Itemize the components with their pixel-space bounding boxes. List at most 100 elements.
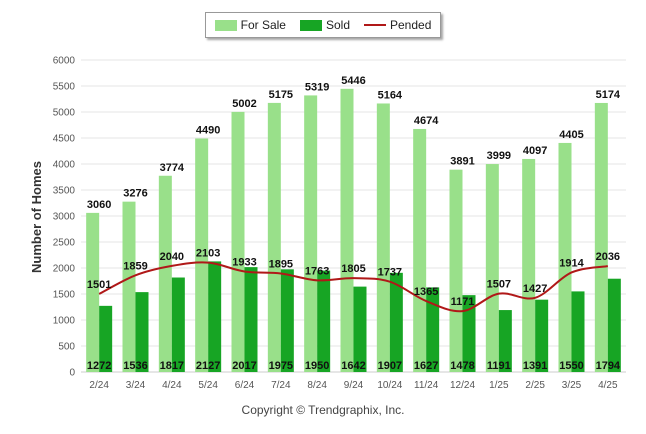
bar-sold [462,295,476,372]
label-sold: 1794 [596,360,621,372]
y-axis-ticks: 0 500 1000 1500 2000 2500 3000 3500 4000 4500 5000… [53,56,76,379]
bar-for-sale [304,95,318,373]
legend-item-sold[interactable]: Sold [299,18,350,32]
bar-for-sale [122,201,136,372]
x-tick-label: 11/24 [414,380,439,391]
label-pended: 1914 [559,257,584,269]
label-pended: 2103 [196,248,220,260]
x-axis-ticks: 2/24 3/24 4/24 5/24 6/24 7/24 8/24 9/24 10/24 11/… [89,380,618,391]
bar-for-sale [86,212,100,372]
label-for-sale: 4405 [559,129,583,141]
bar-sold [389,272,403,372]
bar-sold [426,287,440,372]
x-tick-label: 7/24 [271,380,291,391]
label-for-sale: 4490 [196,125,220,137]
bar-for-sale [158,175,172,372]
label-sold: 1191 [487,360,511,372]
bar-for-sale [558,142,572,372]
label-for-sale: 3276 [123,188,147,200]
x-tick-label: 3/24 [126,380,146,391]
label-for-sale: 4674 [414,115,439,127]
label-for-sale: 5174 [596,89,621,101]
bar-sold [280,269,294,372]
label-sold: 2017 [232,360,256,372]
x-tick-label: 9/24 [344,380,364,391]
label-sold: 1391 [523,360,547,372]
label-for-sale: 3891 [450,156,474,168]
label-for-sale: 5164 [378,89,403,101]
y-tick-label: 4500 [53,134,76,145]
data-labels: 3060 1501 1272 3276 1859 1536 3774 2040 1817 4490… [87,75,621,372]
label-pended: 1805 [341,263,365,275]
legend-label-for-sale: For Sale [240,18,286,32]
bar-sold [171,277,185,372]
x-tick-label: 2/25 [525,380,545,391]
label-pended: 1933 [232,256,256,268]
y-tick-label: 1500 [53,290,76,301]
label-sold: 1907 [378,360,402,372]
x-tick-label: 3/25 [562,380,582,391]
bar-for-sale [340,88,354,373]
y-tick-label: 2500 [53,238,76,249]
legend-label-sold: Sold [325,18,350,32]
x-tick-label: 4/25 [598,380,618,391]
for-sale-swatch [214,19,237,31]
y-tick-label: 3000 [53,212,76,223]
bar-sold [317,270,331,372]
label-sold: 1272 [87,360,111,372]
bar-for-sale [195,138,209,372]
label-sold: 1975 [269,360,293,372]
bar-for-sale [594,102,608,373]
bar-sold [244,267,258,372]
copyright-credit: Copyright © Trendgraphix, Inc. [241,403,405,417]
y-tick-label: 6000 [53,56,76,67]
label-sold: 2127 [196,360,220,372]
label-sold: 1550 [559,360,583,372]
x-tick-label: 2/24 [89,380,109,391]
y-tick-label: 5000 [53,108,76,119]
label-sold: 1478 [450,360,474,372]
sold-swatch [299,19,322,31]
legend-label-pended: Pended [390,18,432,32]
y-axis-label: Number of Homes [29,161,44,273]
label-pended: 1507 [487,279,511,291]
label-pended: 1737 [378,267,402,279]
y-tick-label: 1000 [53,316,76,327]
bar-sold [99,305,113,372]
y-tick-label: 4000 [53,160,76,171]
y-tick-label: 0 [69,368,75,379]
legend-item-for-sale[interactable]: For Sale [214,18,286,32]
bar-sold [135,292,149,372]
bar-sold [535,299,549,372]
label-pended: 1859 [123,260,147,272]
x-tick-label: 10/24 [377,380,402,391]
label-sold: 1536 [123,360,147,372]
label-pended: 1895 [269,258,293,270]
label-pended: 2036 [596,251,620,263]
label-for-sale: 3774 [160,162,185,174]
label-pended: 1501 [87,279,111,291]
label-pended: 1427 [523,283,547,295]
x-tick-label: 12/24 [450,380,475,391]
bar-sold [571,291,585,372]
label-for-sale: 3999 [487,150,511,162]
bar-for-sale [267,102,281,373]
label-for-sale: 5002 [232,98,256,110]
x-tick-label: 4/24 [162,380,182,391]
label-sold: 1950 [305,360,329,372]
bars [86,88,621,373]
bar-sold [353,286,367,372]
label-pended: 1763 [305,265,329,277]
y-tick-label: 5500 [53,82,76,93]
x-tick-label: 5/24 [198,380,218,391]
y-tick-label: 3500 [53,186,76,197]
label-for-sale: 5175 [269,89,293,101]
bar-for-sale [485,164,499,372]
label-pended: 1365 [414,286,438,298]
y-tick-label: 500 [58,342,75,353]
label-sold: 1817 [160,360,184,372]
y-tick-label: 2000 [53,264,76,275]
label-for-sale: 3060 [87,199,111,211]
legend-item-pended[interactable]: Pended [364,18,431,32]
